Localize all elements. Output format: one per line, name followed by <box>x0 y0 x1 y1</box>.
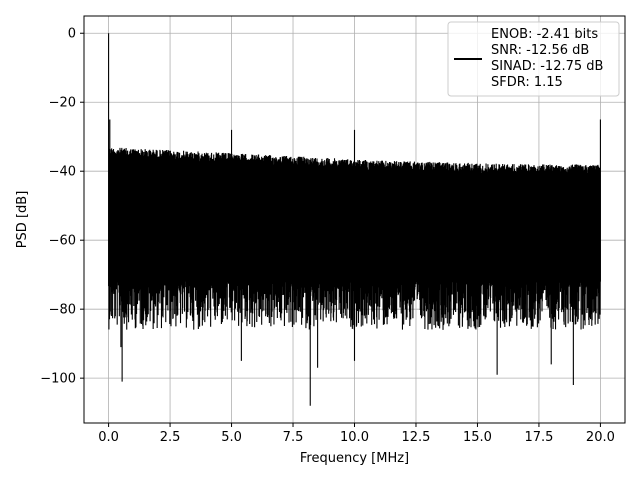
x-tick-label: 0.0 <box>98 430 119 445</box>
y-tick-label: −60 <box>49 234 76 249</box>
legend-snr: SNR: -12.56 dB <box>491 43 589 58</box>
y-tick-label: −40 <box>49 165 76 180</box>
y-axis-label: PSD [dB] <box>15 191 30 249</box>
y-tick-label: −20 <box>49 96 76 111</box>
y-tick-label: −80 <box>49 303 76 318</box>
plot-area <box>108 33 601 406</box>
x-tick-label: 5.0 <box>221 430 242 445</box>
legend-sinad: SINAD: -12.75 dB <box>491 59 603 74</box>
y-tick-label: −100 <box>40 372 76 387</box>
psd-series-line <box>108 33 601 406</box>
x-tick-label: 15.0 <box>463 430 492 445</box>
x-tick-label: 2.5 <box>160 430 181 445</box>
legend-enob: ENOB: -2.41 bits <box>491 27 598 42</box>
y-tick-label: 0 <box>68 27 76 42</box>
x-tick-label: 12.5 <box>402 430 431 445</box>
x-tick-label: 10.0 <box>340 430 369 445</box>
x-axis-label: Frequency [MHz] <box>300 451 409 466</box>
x-tick-label: 20.0 <box>586 430 615 445</box>
legend: ENOB: -2.41 bits SNR: -12.56 dB SINAD: -… <box>447 21 620 97</box>
x-tick-label: 7.5 <box>283 430 304 445</box>
ticks: 0.0 2.5 5.0 7.5 10.0 12.5 15.0 17.5 20.0 0 −20 −40 −… <box>40 27 615 445</box>
legend-box <box>447 21 620 97</box>
x-tick-label: 17.5 <box>524 430 553 445</box>
legend-sfdr: SFDR: 1.15 <box>491 75 563 90</box>
